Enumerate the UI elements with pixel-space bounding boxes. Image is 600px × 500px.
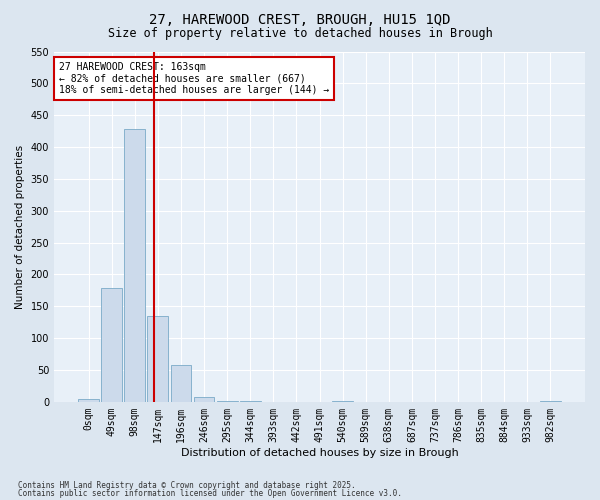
Bar (170, 365, 191, 402)
Bar (101, 288, 122, 402)
Bar (78, 400, 99, 402)
Bar (124, 129, 145, 402)
Bar (240, 401, 260, 402)
Bar (217, 400, 238, 402)
Text: Size of property relative to detached houses in Brough: Size of property relative to detached ho… (107, 28, 493, 40)
Text: 27, HAREWOOD CREST, BROUGH, HU15 1QD: 27, HAREWOOD CREST, BROUGH, HU15 1QD (149, 12, 451, 26)
Bar (540, 400, 561, 402)
X-axis label: Distribution of detached houses by size in Brough: Distribution of detached houses by size … (181, 448, 458, 458)
Text: Contains public sector information licensed under the Open Government Licence v3: Contains public sector information licen… (18, 489, 402, 498)
Bar (194, 396, 214, 402)
Y-axis label: Number of detached properties: Number of detached properties (15, 144, 25, 308)
Text: 27 HAREWOOD CREST: 163sqm
← 82% of detached houses are smaller (667)
18% of semi: 27 HAREWOOD CREST: 163sqm ← 82% of detac… (59, 62, 329, 95)
Bar (332, 400, 353, 402)
Bar (148, 316, 168, 402)
Text: Contains HM Land Registry data © Crown copyright and database right 2025.: Contains HM Land Registry data © Crown c… (18, 480, 356, 490)
